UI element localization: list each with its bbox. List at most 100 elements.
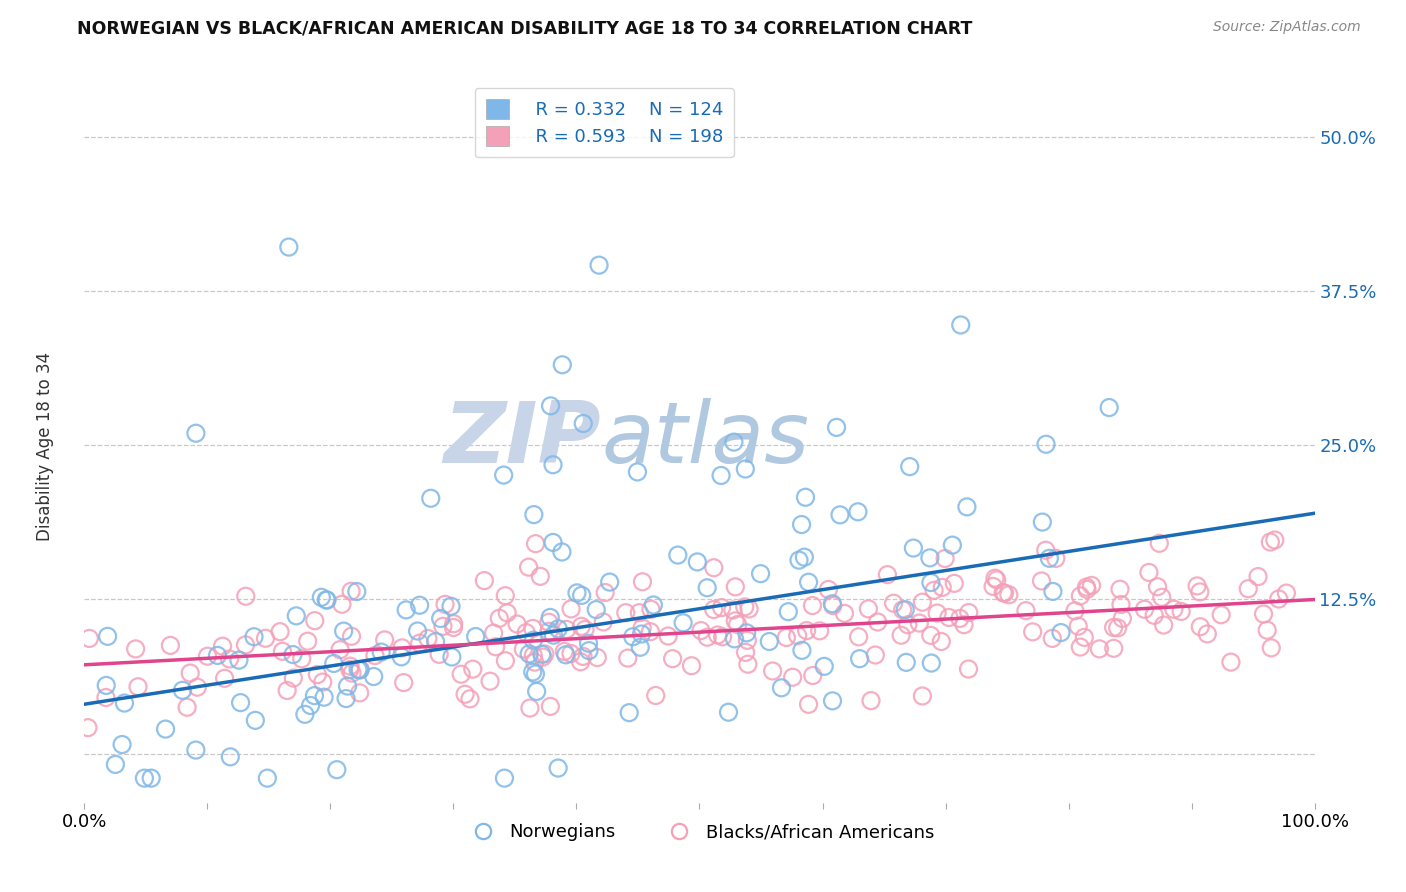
Point [640, 624, 662, 639]
Point [294, 707, 316, 722]
Point [207, 648, 229, 663]
Point [96, 678, 118, 692]
Point [911, 689, 934, 703]
Point [578, 636, 600, 650]
Point [1042, 584, 1064, 599]
Point [311, 591, 333, 605]
Point [614, 606, 637, 620]
Point [801, 599, 824, 613]
Point [340, 629, 363, 643]
Point [911, 595, 934, 609]
Point [790, 517, 813, 532]
Point [865, 648, 887, 662]
Point [661, 651, 683, 665]
Point [817, 582, 839, 597]
Point [472, 574, 495, 588]
Point [778, 605, 800, 619]
Point [458, 691, 481, 706]
Point [586, 650, 609, 665]
Point [461, 662, 484, 676]
Point [1038, 551, 1060, 566]
Point [908, 615, 931, 630]
Point [949, 318, 972, 332]
Point [1185, 579, 1208, 593]
Point [696, 630, 718, 644]
Point [793, 550, 815, 565]
Point [434, 598, 457, 612]
Point [931, 581, 953, 595]
Point [488, 611, 510, 625]
Point [690, 624, 713, 638]
Point [574, 623, 596, 637]
Point [349, 663, 371, 677]
Text: Source: ZipAtlas.com: Source: ZipAtlas.com [1213, 20, 1361, 34]
Point [891, 603, 914, 617]
Point [523, 508, 546, 522]
Point [440, 599, 463, 614]
Point [569, 655, 592, 669]
Point [644, 689, 666, 703]
Point [429, 611, 451, 625]
Point [1264, 533, 1286, 547]
Point [1102, 641, 1125, 656]
Point [560, 602, 582, 616]
Point [547, 761, 569, 775]
Point [735, 625, 758, 640]
Point [1149, 536, 1171, 550]
Point [269, 624, 291, 639]
Point [104, 757, 127, 772]
Point [588, 258, 610, 272]
Point [485, 640, 508, 654]
Point [1069, 640, 1091, 654]
Point [1189, 620, 1212, 634]
Point [762, 664, 785, 678]
Point [416, 632, 439, 646]
Point [782, 670, 804, 684]
Point [998, 588, 1021, 602]
Point [243, 630, 266, 644]
Point [1069, 589, 1091, 603]
Point [984, 571, 1007, 585]
Point [94, 690, 117, 705]
Point [686, 555, 709, 569]
Point [734, 599, 756, 614]
Point [956, 500, 979, 514]
Point [1015, 604, 1038, 618]
Point [565, 586, 588, 600]
Point [555, 623, 578, 637]
Point [77, 721, 100, 735]
Point [432, 619, 454, 633]
Point [737, 657, 759, 672]
Point [134, 771, 156, 785]
Point [775, 631, 797, 645]
Point [304, 614, 326, 628]
Point [114, 696, 136, 710]
Point [717, 705, 740, 719]
Point [537, 615, 560, 630]
Point [957, 606, 980, 620]
Point [127, 680, 149, 694]
Point [953, 617, 976, 632]
Text: atlas: atlas [602, 398, 808, 481]
Point [111, 738, 134, 752]
Point [858, 602, 880, 616]
Point [79, 632, 101, 646]
Point [141, 771, 163, 785]
Point [526, 684, 548, 698]
Point [443, 620, 465, 634]
Point [409, 636, 432, 650]
Point [1031, 574, 1053, 588]
Point [846, 505, 869, 519]
Point [920, 656, 942, 670]
Point [794, 490, 817, 504]
Point [522, 648, 544, 663]
Point [218, 652, 240, 666]
Point [1021, 624, 1043, 639]
Point [553, 644, 575, 658]
Point [1188, 585, 1211, 599]
Point [256, 771, 278, 785]
Point [326, 763, 349, 777]
Point [519, 701, 541, 715]
Point [339, 659, 361, 673]
Point [389, 649, 412, 664]
